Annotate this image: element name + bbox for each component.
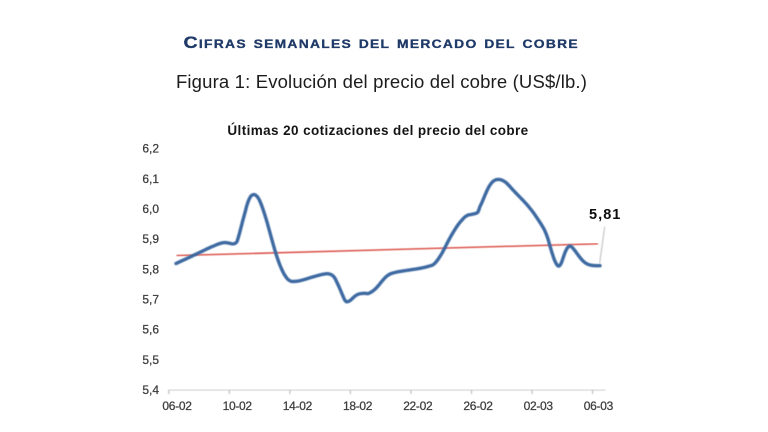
svg-text:26-02: 26-02: [463, 399, 493, 413]
svg-text:06-02: 06-02: [162, 399, 192, 413]
svg-text:06-03: 06-03: [584, 399, 614, 413]
svg-text:14-02: 14-02: [283, 399, 313, 413]
svg-text:5,6: 5,6: [142, 323, 159, 337]
svg-text:5,4: 5,4: [142, 383, 159, 397]
svg-text:5,7: 5,7: [142, 293, 159, 307]
svg-text:18-02: 18-02: [343, 399, 373, 413]
svg-text:02-03: 02-03: [524, 399, 554, 413]
svg-text:22-02: 22-02: [403, 399, 433, 413]
svg-text:10-02: 10-02: [223, 399, 253, 413]
svg-text:5,5: 5,5: [142, 353, 159, 367]
svg-text:5,9: 5,9: [142, 232, 159, 246]
svg-text:6,0: 6,0: [142, 202, 159, 216]
svg-text:6,1: 6,1: [142, 172, 159, 186]
svg-text:5,8: 5,8: [142, 262, 159, 276]
svg-text:6,2: 6,2: [142, 142, 159, 156]
